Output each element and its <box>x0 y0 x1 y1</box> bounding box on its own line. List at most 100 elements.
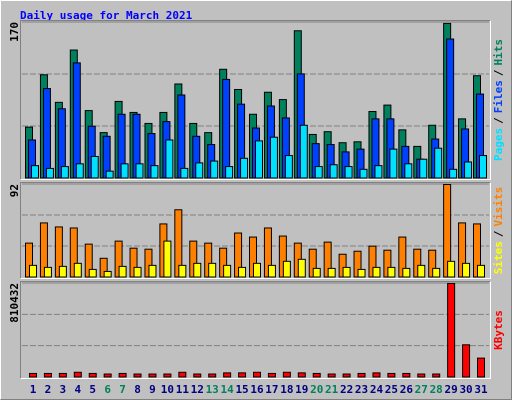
bar <box>88 372 97 378</box>
x-tick-label: 25 <box>385 383 398 396</box>
bar <box>193 373 202 378</box>
bar <box>72 62 81 179</box>
panel <box>20 281 491 379</box>
x-tick-label: 26 <box>400 383 414 396</box>
bar <box>327 373 336 378</box>
bar <box>447 260 456 278</box>
x-tick-label: 17 <box>265 383 278 396</box>
panel-bevel <box>20 182 491 279</box>
bar <box>432 373 441 378</box>
bar <box>327 267 336 278</box>
x-tick-label: 1 <box>30 383 37 396</box>
bar <box>342 266 351 278</box>
bar <box>374 165 383 179</box>
x-tick-label: 14 <box>221 383 235 396</box>
bar <box>284 155 293 179</box>
x-tick-label: 6 <box>104 383 111 396</box>
x-tick-label: 13 <box>206 383 219 396</box>
bar <box>88 268 97 278</box>
panel-bevel <box>20 281 491 379</box>
bar <box>269 136 278 179</box>
bar <box>402 267 411 278</box>
bar <box>462 262 471 278</box>
bar <box>297 372 306 378</box>
x-tick-label: 22 <box>340 383 353 396</box>
bar <box>43 372 52 378</box>
legend: Sites / Visits <box>492 187 505 275</box>
bar <box>135 163 144 179</box>
panel-bevel <box>20 281 491 379</box>
bar <box>29 372 37 378</box>
bar <box>314 166 323 179</box>
x-tick-label: 30 <box>459 383 472 396</box>
bar <box>446 38 455 179</box>
legend-separator: / <box>492 117 505 124</box>
x-tick-label: 7 <box>119 383 126 396</box>
bar <box>447 283 456 378</box>
x-tick-label: 8 <box>134 383 141 396</box>
bar <box>477 357 485 378</box>
bar <box>118 265 127 278</box>
bar <box>357 268 366 278</box>
bar <box>372 266 381 278</box>
bar <box>29 264 37 278</box>
legend-entry: KBytes <box>492 310 505 350</box>
bar <box>31 165 39 179</box>
y-tick-label: 170 <box>8 22 21 42</box>
x-tick-label: 20 <box>310 383 323 396</box>
bar <box>417 373 426 378</box>
bar <box>148 373 157 378</box>
bar <box>210 160 219 179</box>
bar <box>312 372 321 378</box>
y-tick-label: 92 <box>8 184 21 197</box>
bar <box>193 262 202 278</box>
bar <box>58 372 67 378</box>
bar <box>297 258 306 278</box>
legend-entry: Files <box>492 80 505 113</box>
bar <box>238 372 247 378</box>
bar <box>253 262 261 278</box>
bar <box>389 148 398 179</box>
bar <box>225 166 234 179</box>
legend: Pages / Files / Hits <box>492 39 505 161</box>
bar <box>178 371 187 378</box>
legend-entry: Sites <box>492 241 505 274</box>
bar <box>267 264 276 278</box>
bar <box>75 163 84 179</box>
x-tick-label: 23 <box>355 383 368 396</box>
chart-title: Daily usage for March 2021 <box>20 9 193 22</box>
bar <box>73 371 82 378</box>
bar <box>282 371 291 378</box>
bar <box>73 262 82 278</box>
x-tick-label: 2 <box>45 383 52 396</box>
x-tick-label: 27 <box>415 383 428 396</box>
bar <box>387 266 396 278</box>
bar <box>165 139 174 179</box>
bar <box>312 267 321 278</box>
x-tick-label: 15 <box>235 383 248 396</box>
bar <box>120 163 129 179</box>
bar <box>477 264 485 278</box>
legend-entry: Pages <box>492 128 505 161</box>
bar <box>267 372 276 378</box>
x-tick-label: 10 <box>161 383 174 396</box>
panel-bevel <box>20 20 491 180</box>
x-tick-label: 31 <box>474 383 488 396</box>
legend-separator: / <box>492 69 505 76</box>
bar <box>479 155 487 179</box>
x-tick-label: 24 <box>370 383 384 396</box>
bar <box>163 373 172 378</box>
panel-bevel <box>20 20 491 180</box>
x-tick-label: 18 <box>280 383 293 396</box>
bar <box>118 372 127 378</box>
bar <box>404 163 413 179</box>
x-tick-label: 28 <box>430 383 443 396</box>
x-tick-label: 21 <box>325 383 339 396</box>
bar <box>419 158 428 179</box>
bar <box>177 94 186 179</box>
bar <box>45 167 54 179</box>
bar <box>103 373 112 378</box>
bar <box>90 155 99 179</box>
bar <box>238 266 247 278</box>
